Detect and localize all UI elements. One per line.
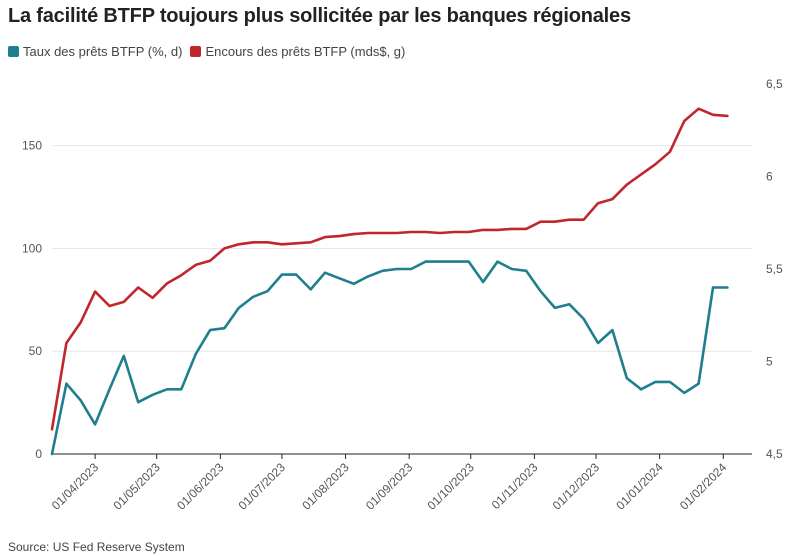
legend-item-outstanding[interactable]: Encours des prêts BTFP (mds$, g) [190,44,405,59]
x-tick-label: 01/09/2023 [363,460,416,513]
x-tick-label: 01/02/2024 [677,460,730,513]
y-right-tick-label: 5,5 [766,262,783,276]
x-tick-label: 01/12/2023 [550,460,603,513]
x-tick-label: 01/11/2023 [489,460,541,512]
x-tick-label: 01/05/2023 [110,460,163,513]
y-right-tick-label: 6,5 [766,77,783,91]
y-left-tick-label: 0 [35,447,42,461]
legend-label-outstanding: Encours des prêts BTFP (mds$, g) [205,44,406,59]
legend: Taux des prêts BTFP (%, d) Encours des p… [8,44,413,59]
x-tick-label: 01/06/2023 [174,460,227,513]
chart-title: La facilité BTFP toujours plus sollicité… [8,5,631,27]
legend-item-rate[interactable]: Taux des prêts BTFP (%, d) [8,44,182,59]
x-tick-label: 01/01/2024 [613,460,666,513]
x-tick-label: 01/10/2023 [425,460,478,513]
legend-label-rate: Taux des prêts BTFP (%, d) [23,44,183,59]
legend-swatch-rate [8,46,19,57]
legend-swatch-outstanding [190,46,202,57]
y-right-tick-label: 6 [766,170,773,184]
x-tick-label: 01/04/2023 [49,460,102,513]
y-right-tick-label: 4,5 [766,447,783,461]
y-left-tick-label: 150 [22,139,42,153]
x-tick-label: 01/08/2023 [299,460,352,513]
y-left-tick-label: 50 [29,344,43,358]
series-line-outstanding [50,107,729,431]
source-note: Source: US Fed Reserve System [8,540,185,554]
y-right-tick-label: 5 [766,355,773,369]
x-tick-label: 01/07/2023 [236,460,289,513]
series-line-rate [50,260,729,456]
y-left-tick-label: 100 [22,241,42,255]
